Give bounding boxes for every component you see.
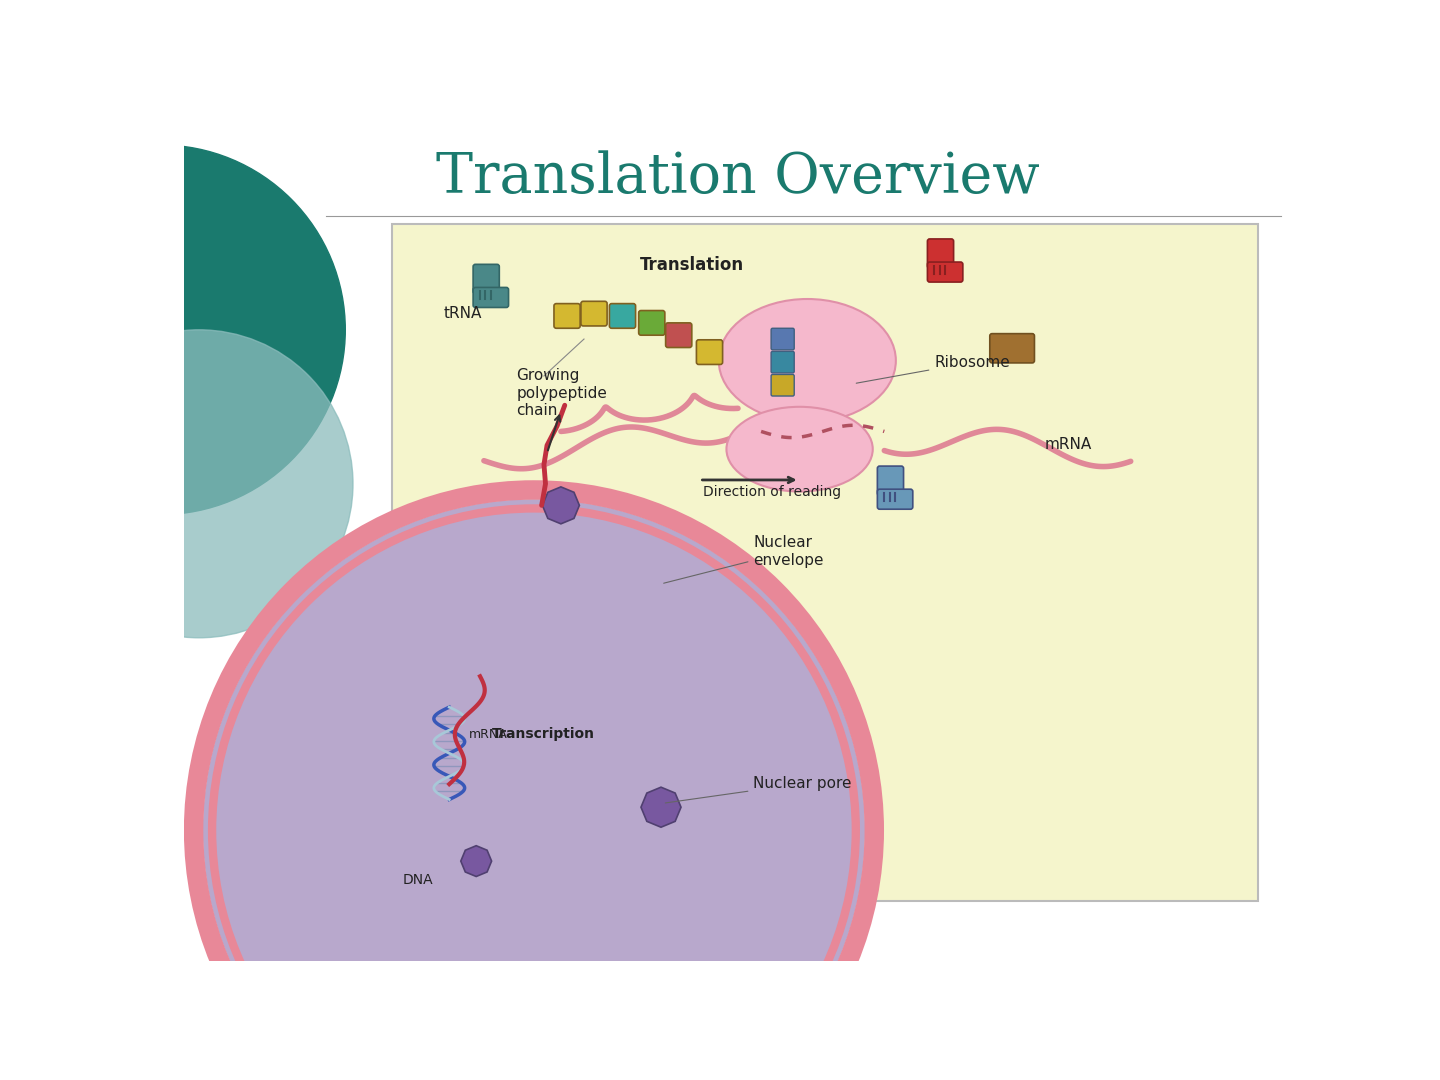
FancyBboxPatch shape <box>474 287 508 308</box>
Text: Nuclear
envelope: Nuclear envelope <box>664 536 824 583</box>
Text: Translation: Translation <box>641 256 744 273</box>
FancyBboxPatch shape <box>554 303 580 328</box>
FancyBboxPatch shape <box>770 375 795 396</box>
FancyBboxPatch shape <box>770 351 795 373</box>
FancyBboxPatch shape <box>392 224 1257 901</box>
FancyBboxPatch shape <box>609 303 635 328</box>
Text: Translation Overview: Translation Overview <box>436 150 1040 205</box>
Circle shape <box>0 145 346 514</box>
Text: mRNA: mRNA <box>1044 437 1092 453</box>
Text: Ribosome: Ribosome <box>857 354 1009 383</box>
Text: Direction of reading: Direction of reading <box>703 485 841 499</box>
FancyBboxPatch shape <box>927 239 953 268</box>
Text: tRNA: tRNA <box>444 307 482 321</box>
Text: Nuclear pore: Nuclear pore <box>665 775 852 802</box>
Circle shape <box>45 329 353 638</box>
Ellipse shape <box>719 299 896 422</box>
FancyBboxPatch shape <box>877 489 913 509</box>
Ellipse shape <box>726 407 873 491</box>
FancyBboxPatch shape <box>580 301 608 326</box>
FancyBboxPatch shape <box>927 262 963 282</box>
FancyBboxPatch shape <box>770 328 795 350</box>
Text: Growing
polypeptide
chain: Growing polypeptide chain <box>517 368 608 418</box>
FancyBboxPatch shape <box>697 340 723 364</box>
Text: DNA: DNA <box>403 874 433 887</box>
Text: mRNA: mRNA <box>468 728 507 741</box>
FancyBboxPatch shape <box>989 334 1034 363</box>
Circle shape <box>203 499 865 1080</box>
FancyBboxPatch shape <box>877 467 903 496</box>
FancyBboxPatch shape <box>474 265 500 294</box>
FancyBboxPatch shape <box>665 323 691 348</box>
FancyBboxPatch shape <box>639 311 665 335</box>
Text: Transcription: Transcription <box>491 727 595 741</box>
